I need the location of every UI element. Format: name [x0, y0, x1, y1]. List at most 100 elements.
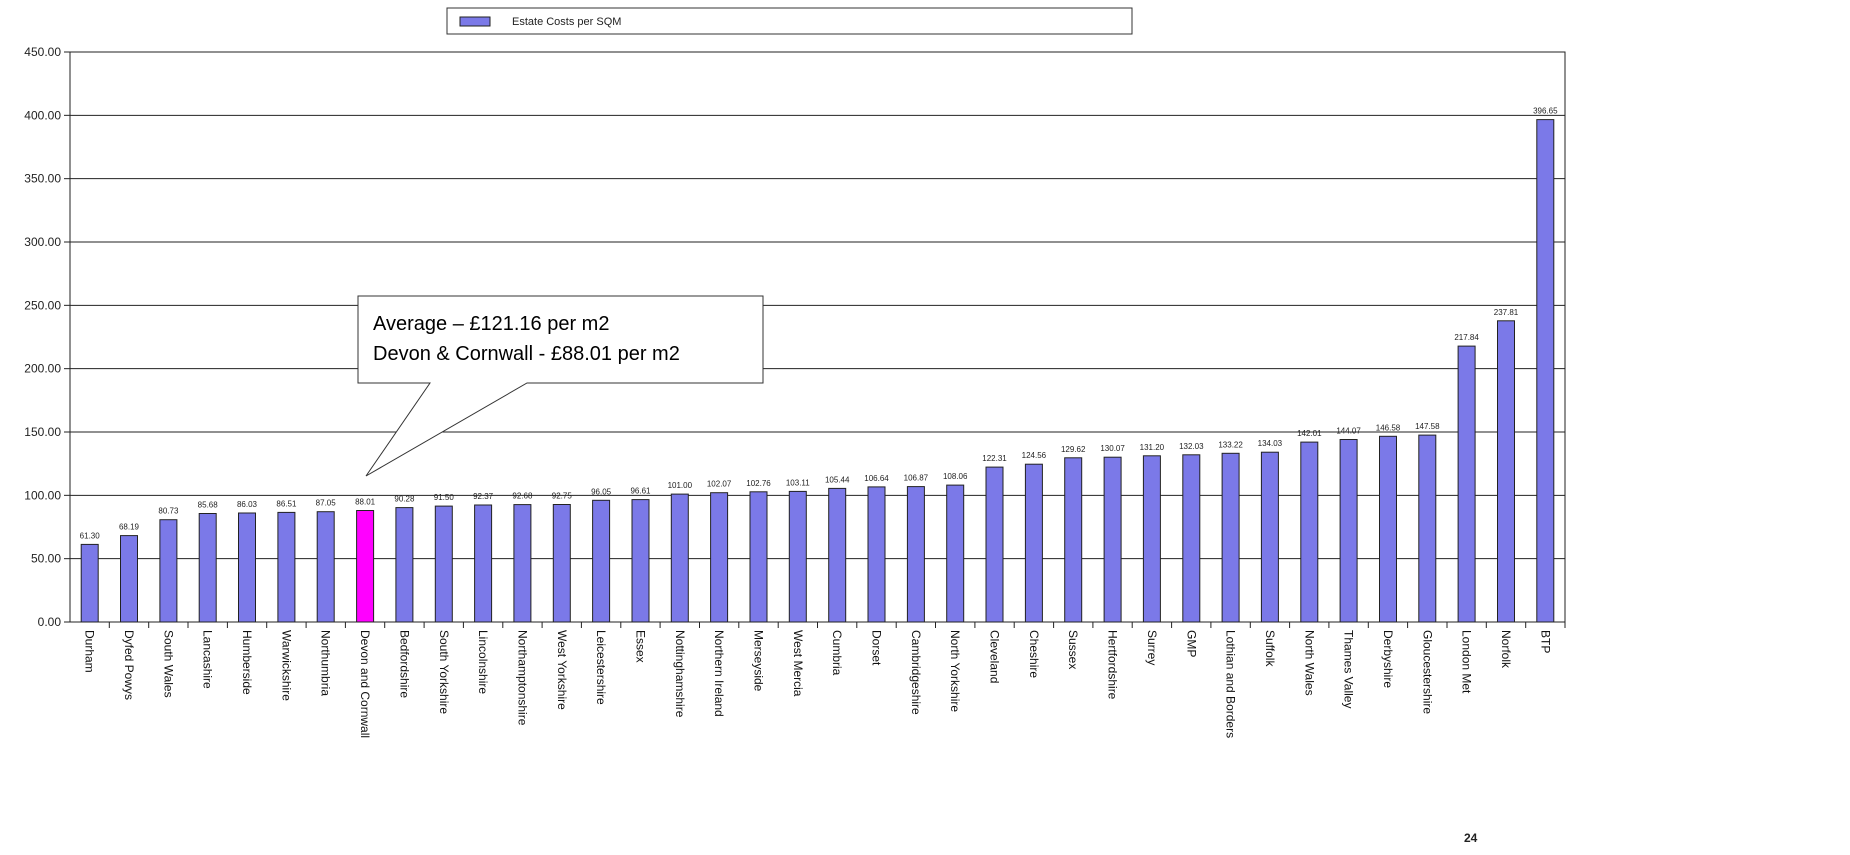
bar-gloucestershire	[1418, 434, 1437, 623]
data-label: 106.64	[864, 474, 889, 483]
data-label: 237.81	[1494, 308, 1519, 317]
data-label: 92.75	[552, 492, 573, 501]
x-category-label: West Mercia	[791, 630, 805, 697]
x-category-label: Durham	[83, 630, 97, 673]
bar-suffolk	[1260, 451, 1279, 623]
bar-merseyside	[749, 491, 768, 623]
x-category-label: GMP	[1184, 630, 1198, 657]
data-label: 103.11	[786, 478, 810, 487]
data-label: 92.68	[512, 492, 533, 501]
x-category-label: Dyfed Powys	[122, 630, 136, 700]
data-label: 130.07	[1100, 444, 1125, 453]
data-label: 61.30	[80, 531, 101, 540]
y-axis: 0.00 50.00 100.00 150.00 200.00 250.00 300.00 3…	[24, 45, 70, 629]
bar-devon-and-cornwall	[356, 510, 375, 623]
bar-dorset	[867, 486, 886, 623]
bar-gmp	[1182, 454, 1201, 623]
bar-nottinghamshire	[670, 493, 689, 623]
x-category-label: Hertfordshire	[1106, 630, 1120, 700]
y-tick-label: 400.00	[24, 108, 61, 122]
bar-hertfordshire	[1103, 456, 1122, 623]
data-label: 134.03	[1258, 439, 1283, 448]
y-tick-label: 0.00	[38, 615, 62, 629]
x-category-label: BTP	[1538, 630, 1552, 653]
x-category-label: Thames Valley	[1342, 630, 1356, 708]
bar-dyfed-powys	[120, 535, 138, 623]
bar-london-met	[1457, 345, 1476, 623]
data-label: 146.58	[1376, 423, 1401, 432]
legend-label: Estate Costs per SQM	[512, 16, 621, 28]
x-category-label: South Yorkshire	[437, 630, 451, 714]
x-category-label: South Wales	[161, 630, 175, 698]
y-tick-label: 350.00	[24, 172, 61, 186]
x-axis: Durham Dyfed Powys South Wales Lancashire Hu…	[83, 622, 1566, 738]
bar-cambridgeshire	[906, 486, 925, 623]
x-category-label: Cleveland	[988, 630, 1002, 683]
data-label: 108.06	[943, 472, 968, 481]
data-label: 131.20	[1140, 443, 1165, 452]
data-label: 396.65	[1533, 107, 1558, 116]
bar-cumbria	[828, 487, 847, 623]
x-category-label: London Met	[1460, 630, 1474, 694]
data-label: 142.01	[1297, 429, 1322, 438]
x-category-label: Cumbria	[830, 630, 844, 676]
x-category-label: Derbyshire	[1381, 630, 1395, 688]
data-label: 105.44	[825, 475, 850, 484]
data-label: 101.00	[668, 481, 693, 490]
x-category-label: Cheshire	[1027, 630, 1041, 678]
bar-warwickshire	[277, 511, 296, 623]
bar-lothian-and-borders	[1221, 452, 1240, 623]
x-category-label: West Yorkshire	[555, 630, 569, 710]
bar-essex	[631, 499, 650, 623]
x-category-label: Cambridgeshire	[909, 630, 923, 715]
bar-north-wales	[1300, 441, 1319, 623]
bar-bedfordshire	[395, 507, 414, 623]
bar-northumbria	[316, 511, 335, 623]
bar-leicestershire	[592, 499, 611, 623]
bar-derbyshire	[1379, 435, 1397, 623]
bar-lancashire	[198, 513, 217, 623]
y-tick-label: 450.00	[24, 45, 61, 59]
data-label: 129.62	[1061, 445, 1086, 454]
y-tick-label: 50.00	[31, 552, 61, 566]
x-category-label: Lincolnshire	[476, 630, 490, 694]
y-tick-label: 150.00	[24, 425, 61, 439]
data-label: 217.84	[1454, 333, 1479, 342]
bar-west-mercia	[788, 490, 807, 623]
x-category-label: Devon and Cornwall	[358, 630, 372, 738]
bar-lincolnshire	[474, 504, 493, 623]
data-label: 85.68	[198, 501, 219, 510]
data-label: 124.56	[1022, 451, 1047, 460]
y-tick-label: 200.00	[24, 362, 61, 376]
bar-northern-ireland	[710, 492, 729, 623]
legend-swatch	[459, 16, 491, 27]
data-label: 91.50	[434, 493, 455, 502]
bar-west-yorkshire	[552, 504, 571, 623]
bar-cleveland	[985, 466, 1004, 623]
x-category-label: Gloucestershire	[1420, 630, 1434, 714]
bars: 61.30 68.19 80.73 85.68 86.03 86.51 87.05 88.01…	[80, 107, 1558, 623]
x-category-label: Nottinghamshire	[673, 630, 687, 718]
legend-box	[446, 7, 1133, 35]
bar-cheshire	[1024, 463, 1043, 623]
x-category-label: Leicestershire	[594, 630, 608, 705]
data-label: 96.61	[630, 487, 651, 496]
data-label: 80.73	[158, 507, 179, 516]
data-label: 122.31	[982, 454, 1007, 463]
data-label: 106.87	[904, 474, 929, 483]
data-label: 102.07	[707, 480, 732, 489]
bar-south-wales	[159, 519, 178, 623]
bar-durham	[80, 543, 99, 623]
legend: Estate Costs per SQM	[446, 7, 1133, 35]
data-label: 88.01	[355, 498, 376, 507]
data-label: 147.58	[1415, 422, 1440, 431]
y-tick-label: 250.00	[24, 298, 61, 312]
x-category-label: Northumbria	[319, 630, 333, 696]
data-label: 144.07	[1336, 427, 1361, 436]
x-category-label: North Yorkshire	[948, 630, 962, 712]
data-label: 133.22	[1218, 440, 1243, 449]
x-category-label: Humberside	[240, 630, 254, 695]
bar-sussex	[1064, 457, 1083, 623]
page-number: 24	[1464, 831, 1478, 845]
